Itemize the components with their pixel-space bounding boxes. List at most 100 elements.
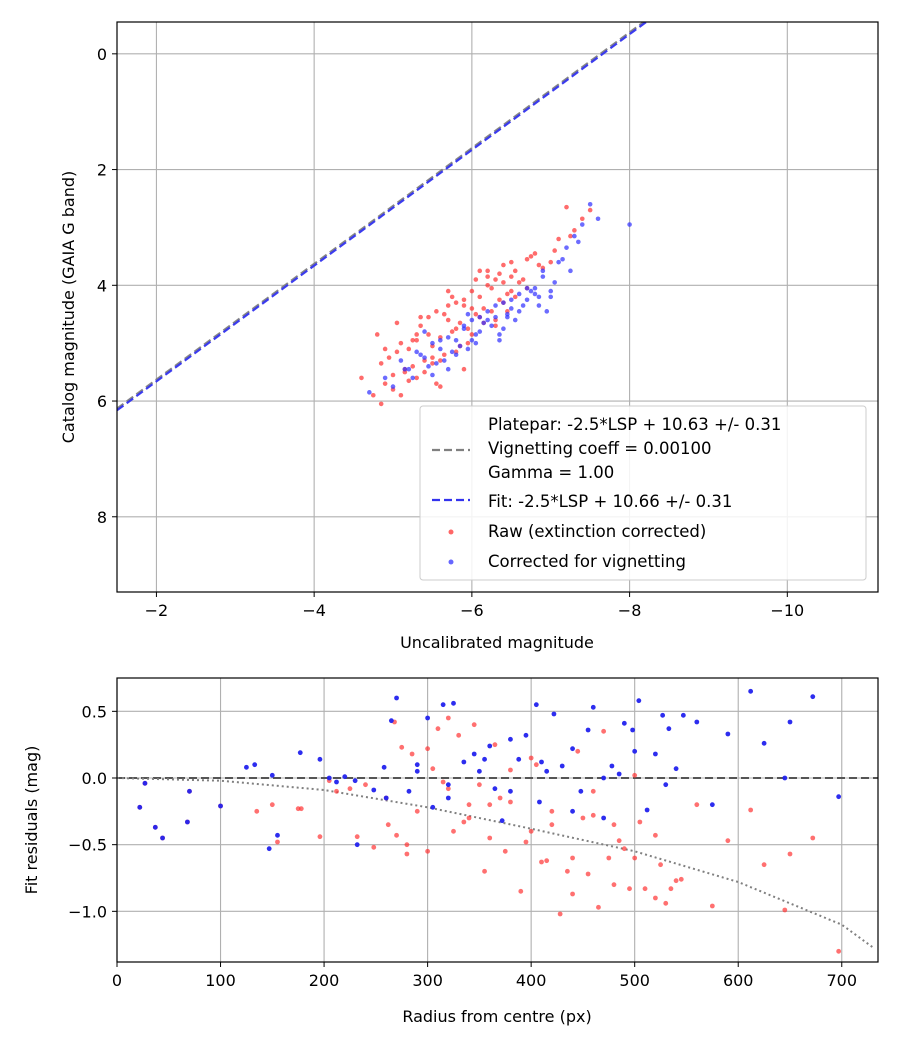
corrected-point [418, 352, 423, 358]
corrected-residual-point [578, 788, 584, 794]
corrected-point [382, 375, 388, 381]
y-tick-label: −1.0 [68, 902, 107, 921]
corrected-point [453, 337, 459, 343]
raw-residual-point [451, 828, 456, 834]
raw-point [568, 233, 573, 239]
raw-residual-point [616, 838, 622, 844]
corrected-point [497, 337, 502, 343]
corrected-residual-point [508, 736, 513, 742]
y-tick-label: 2 [97, 161, 107, 180]
raw-point [382, 346, 388, 352]
raw-point [422, 369, 427, 375]
corrected-residual-point [445, 782, 451, 788]
corrected-residual-point [680, 712, 686, 718]
corrected-residual-point [406, 788, 412, 794]
corrected-residual-point [663, 782, 669, 788]
corrected-residual-point [326, 775, 332, 781]
raw-residual-point [549, 808, 555, 814]
corrected-residual-point [570, 808, 575, 814]
corrected-point [449, 349, 455, 355]
raw-residual-point [601, 728, 607, 734]
raw-residual-point [761, 862, 767, 868]
corrected-residual-point [142, 780, 148, 786]
raw-residual-point [508, 767, 513, 773]
raw-point [453, 326, 459, 332]
corrected-residual-point [666, 726, 672, 732]
vignetting-curve [117, 777, 874, 949]
raw-point [564, 204, 569, 210]
corrected-point [441, 358, 447, 363]
raw-point [406, 378, 412, 384]
raw-residual-point [487, 835, 493, 841]
raw-point [469, 306, 475, 311]
top-x-axis-label: Uncalibrated magnitude [400, 633, 594, 652]
raw-point [390, 372, 396, 378]
corrected-point [465, 311, 471, 317]
corrected-point [402, 366, 408, 372]
raw-residual-point [317, 834, 323, 840]
raw-point [509, 274, 514, 279]
raw-residual-point [487, 802, 493, 808]
corrected-point [457, 343, 463, 349]
raw-point [414, 332, 419, 337]
corrected-residual-point [297, 750, 303, 756]
x-tick-label: 600 [723, 971, 754, 990]
corrected-point [548, 294, 554, 300]
platepar-fit-line [117, 22, 646, 410]
corrected-point [390, 384, 396, 389]
raw-residual-point [621, 846, 627, 852]
raw-point [414, 375, 419, 381]
legend-raw-label: Raw (extinction corrected) [488, 522, 706, 541]
corrected-residual-point [559, 763, 565, 769]
corrected-point [509, 297, 514, 303]
raw-residual-point [539, 859, 544, 865]
raw-point [441, 352, 447, 358]
corrected-point [489, 323, 494, 329]
corrected-residual-point [590, 704, 596, 710]
corrected-point [540, 274, 546, 279]
raw-point [434, 309, 439, 314]
raw-point [489, 285, 494, 291]
raw-residual-point [528, 755, 534, 761]
corrected-point [505, 314, 510, 320]
corrected-residual-point [275, 832, 280, 838]
raw-point [572, 228, 577, 233]
raw-point [469, 332, 475, 337]
raw-point [528, 254, 534, 259]
top-points [359, 201, 632, 407]
corrected-point [587, 201, 593, 207]
corrected-residual-point [609, 763, 615, 769]
corrected-residual-point [354, 842, 360, 848]
corrected-point [453, 352, 459, 358]
corrected-residual-point [539, 759, 544, 765]
corrected-residual-point [725, 731, 731, 737]
raw-residual-point [611, 882, 617, 888]
corrected-point [520, 303, 526, 308]
corrected-point [430, 340, 435, 346]
raw-residual-point [570, 891, 575, 897]
raw-point [398, 340, 404, 346]
legend-corrected-label: Corrected for vignetting [488, 552, 686, 571]
raw-residual-point [404, 842, 410, 848]
bottom-panel: 0 100 200 300 400 500 600 700 −1.0 −0.5 0.0 0.5 Rad… [22, 677, 879, 1026]
corrected-point [477, 329, 483, 334]
raw-residual-point [585, 871, 591, 877]
raw-residual-point [508, 799, 513, 805]
raw-point [449, 294, 455, 300]
corrected-residual-point [601, 815, 607, 821]
corrected-residual-point [694, 719, 700, 725]
x-tick-label: −8 [618, 601, 642, 620]
corrected-point [481, 320, 486, 326]
corrected-residual-point [630, 727, 636, 733]
raw-residual-point [580, 815, 586, 821]
corrected-point [524, 297, 530, 303]
corrected-point [414, 349, 419, 355]
raw-point [386, 355, 392, 360]
raw-residual-point [466, 802, 472, 808]
bottom-points [137, 688, 842, 954]
raw-residual-point [748, 807, 754, 813]
raw-residual-point [399, 744, 405, 750]
bottom-ticks: 0 100 200 300 400 500 600 700 −1.0 −0.5 0.0 0.5 [68, 702, 857, 990]
corrected-point [461, 326, 467, 332]
raw-residual-point [544, 858, 550, 864]
